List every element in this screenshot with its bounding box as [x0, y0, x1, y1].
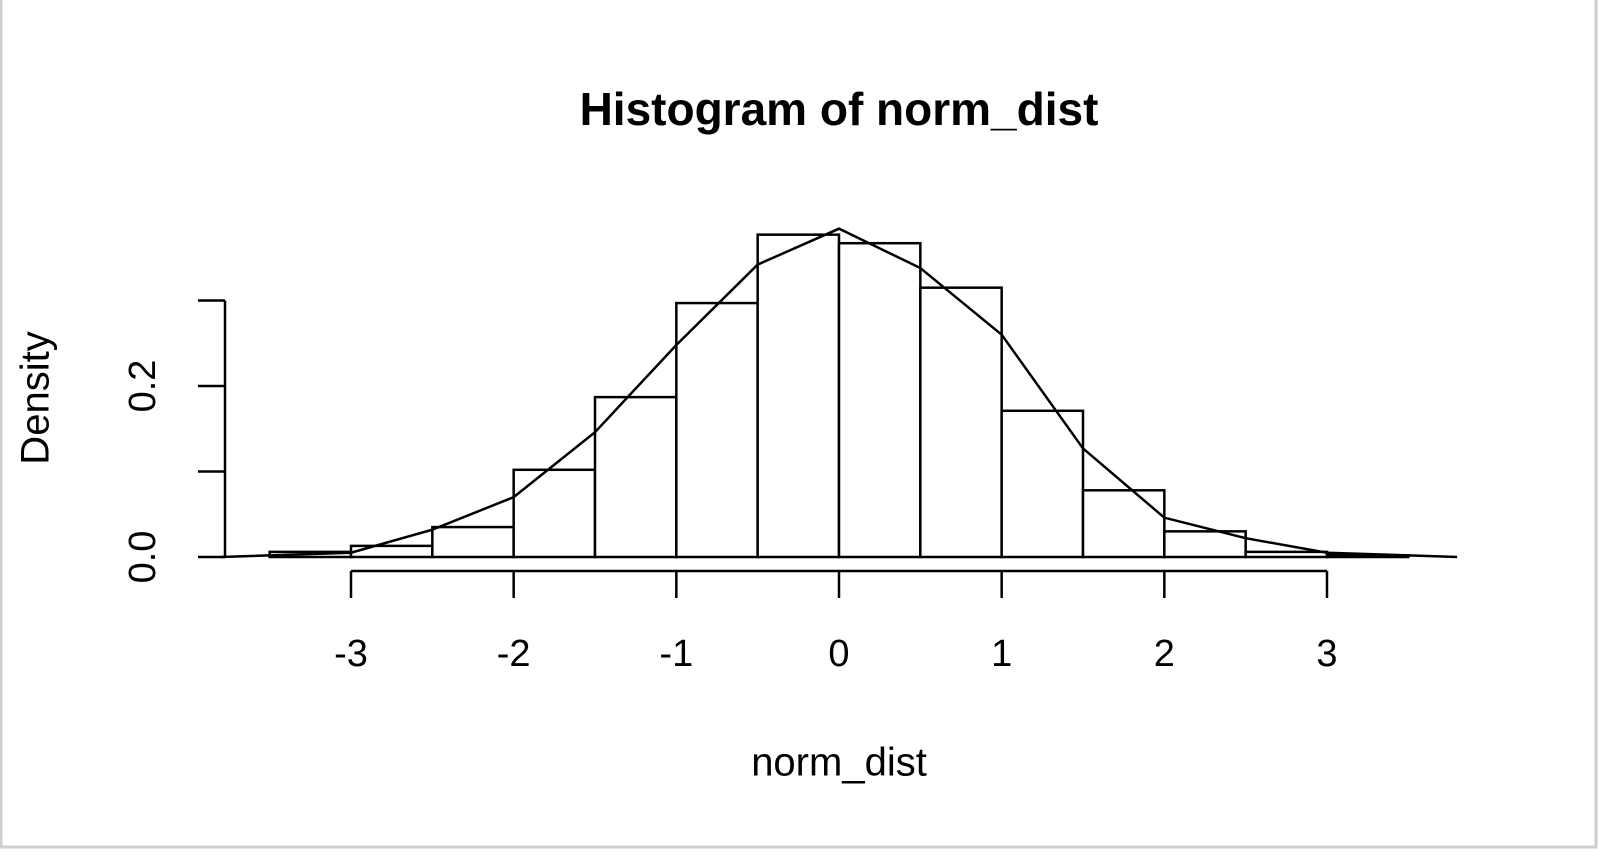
bar — [512, 468, 597, 559]
y-tick-label: 0.2 — [122, 360, 164, 413]
x-tick-label: 2 — [1154, 633, 1175, 675]
bar — [593, 395, 678, 559]
x-tick-label: 3 — [1316, 633, 1337, 675]
x-tick-label: -1 — [659, 633, 693, 675]
chart-title: Histogram of norm_dist — [580, 83, 1099, 135]
bar — [1000, 409, 1085, 559]
x-tick-label: -2 — [497, 633, 531, 675]
bar — [1244, 550, 1329, 559]
bar — [837, 241, 922, 559]
bar — [756, 233, 841, 559]
bar — [919, 286, 1003, 559]
y-axis-label: Density — [14, 331, 58, 464]
bar — [349, 544, 434, 559]
x-tick-label: 0 — [828, 633, 849, 675]
x-tick-label: 1 — [991, 633, 1012, 675]
x-tick-label: -3 — [334, 633, 368, 675]
x-axis-label: norm_dist — [751, 741, 927, 785]
density-curve — [220, 227, 1458, 559]
bar — [675, 301, 759, 559]
bar — [1081, 489, 1166, 559]
bar — [431, 525, 515, 559]
y-tick-label: 0.0 — [122, 531, 164, 584]
